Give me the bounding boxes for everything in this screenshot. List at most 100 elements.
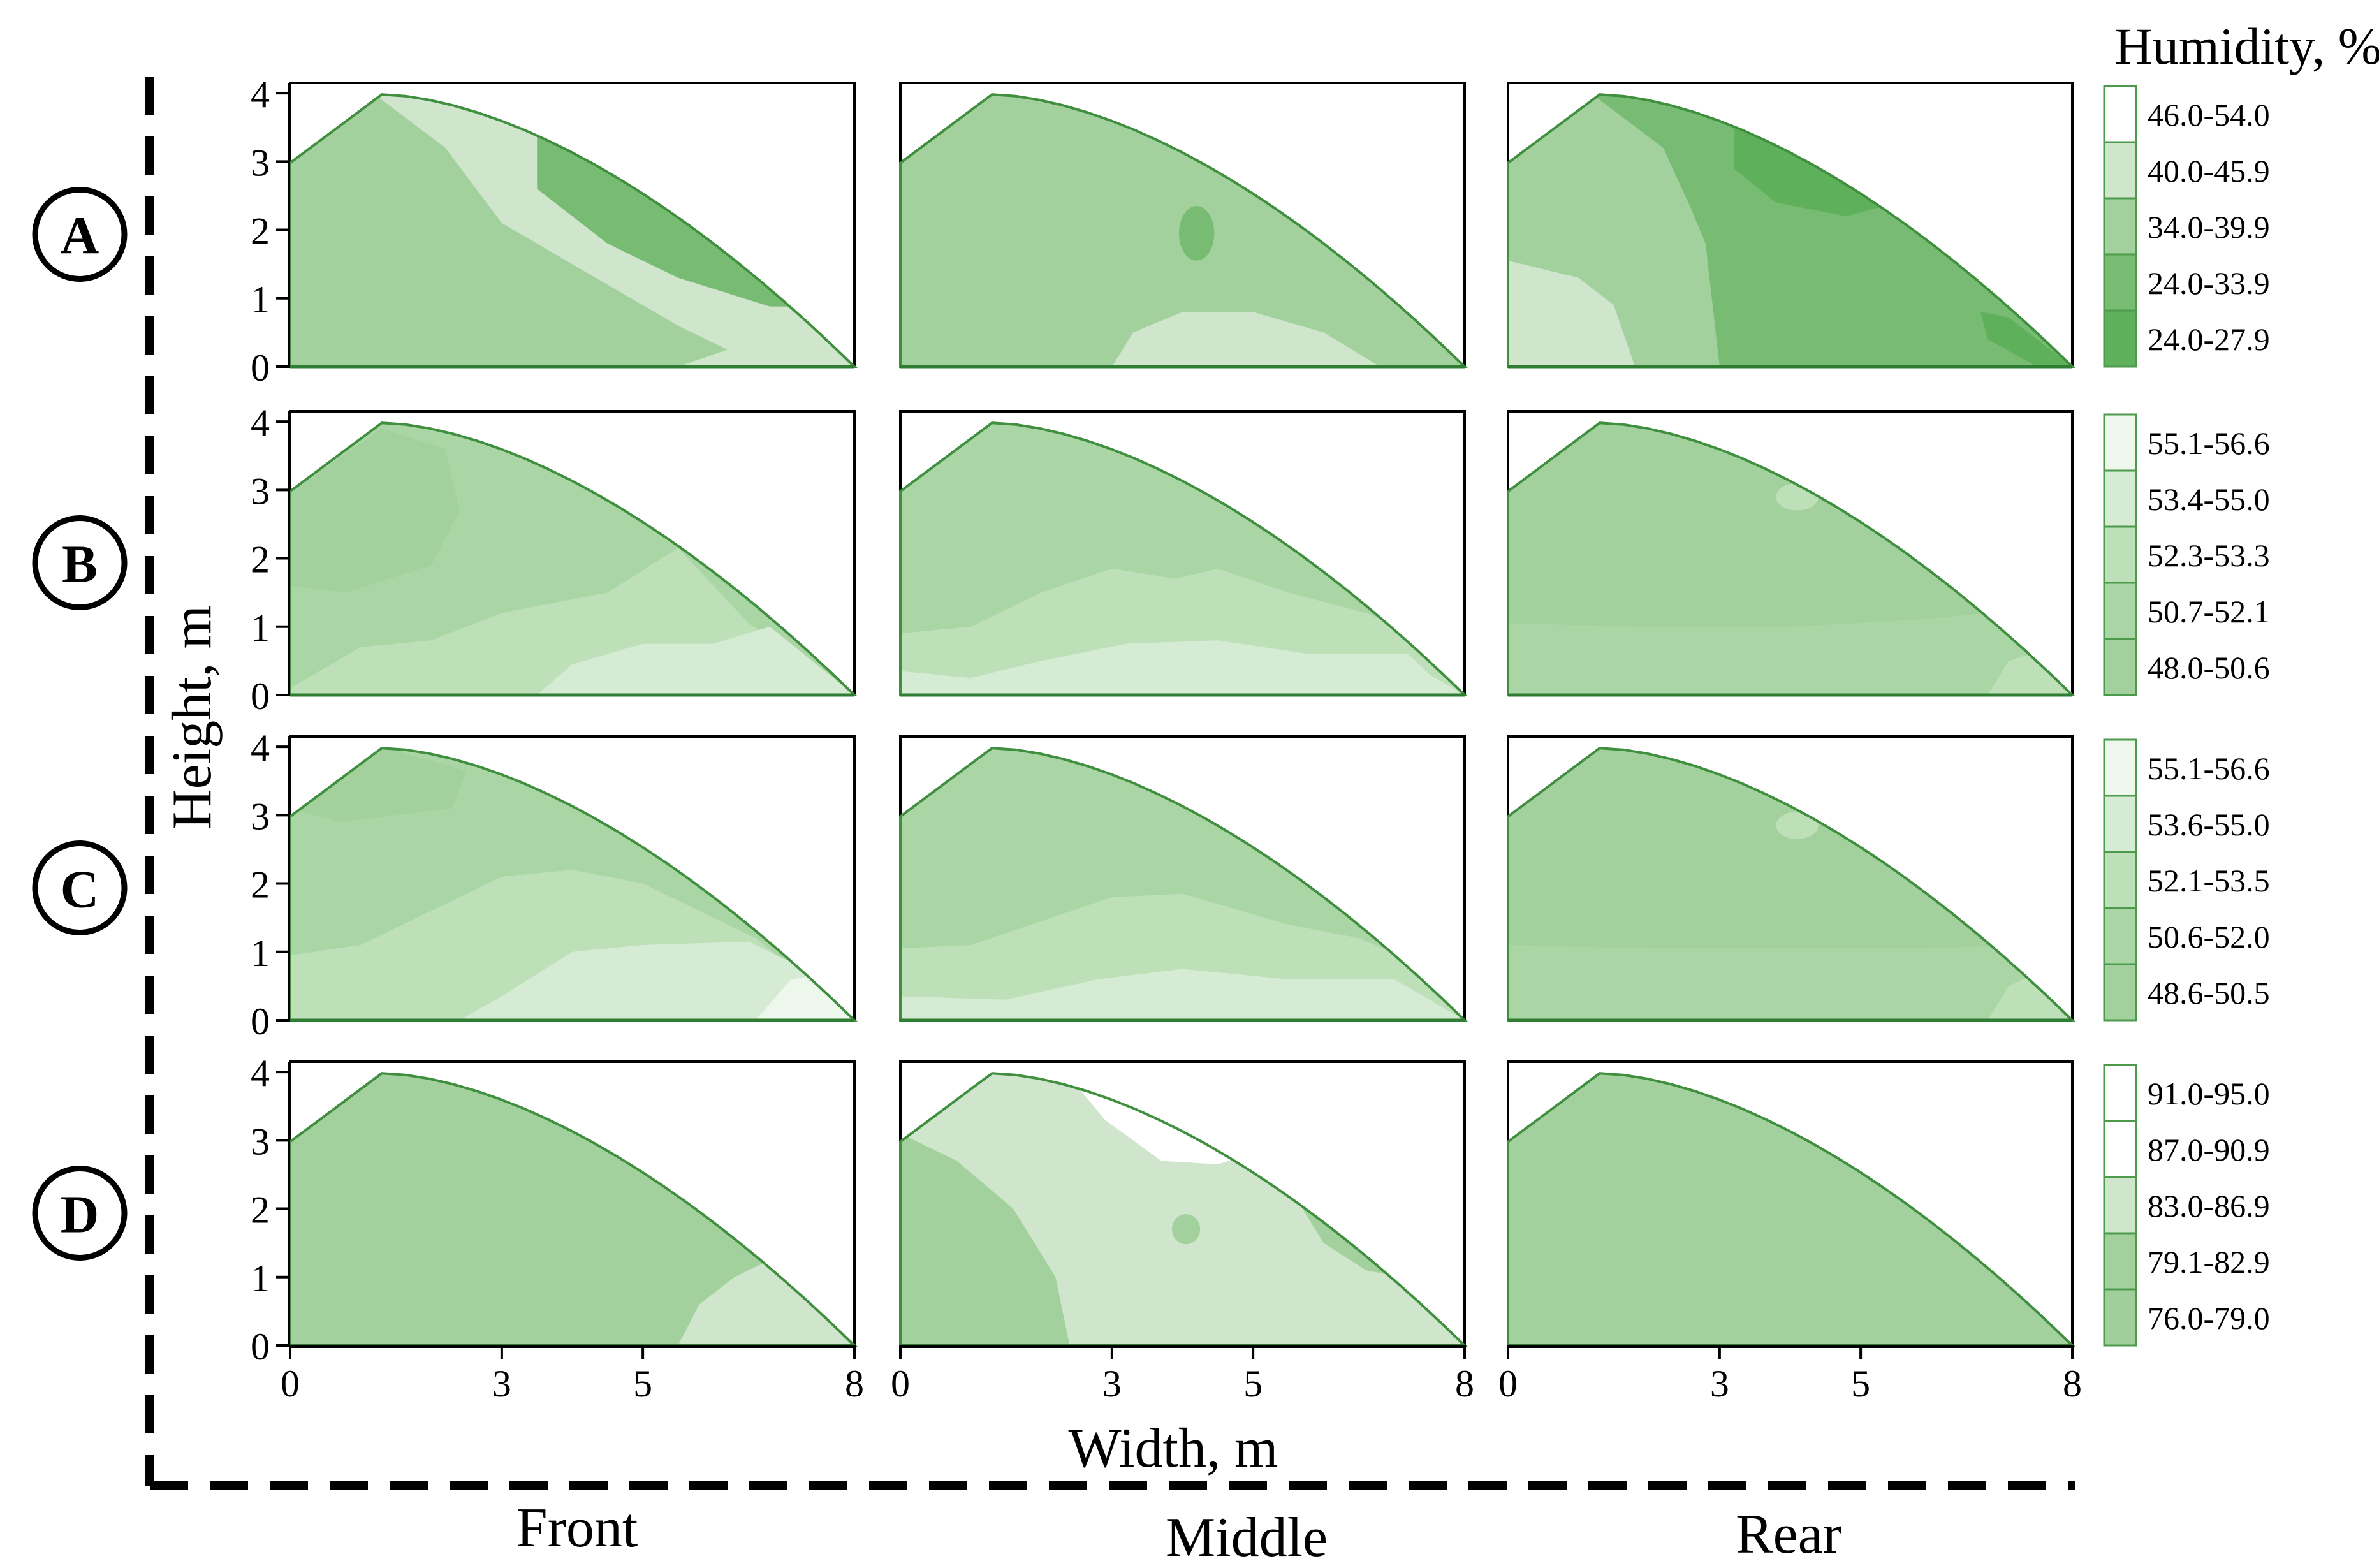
row-label: A — [61, 207, 99, 266]
y-tick-label: 0 — [251, 1000, 270, 1043]
y-tick-label: 1 — [251, 607, 270, 649]
contour-region — [756, 976, 854, 1020]
legend-label: 91.0-95.0 — [2148, 1076, 2270, 1111]
contour-regions — [290, 423, 854, 695]
contour-region — [1171, 1214, 1201, 1245]
y-tick-label: 3 — [251, 795, 270, 837]
contour-regions — [1508, 423, 2072, 695]
row-label: C — [61, 860, 99, 920]
legend-swatch — [2103, 141, 2137, 200]
y-tick-label: 1 — [251, 1257, 270, 1300]
contour-base — [290, 1073, 854, 1345]
legend-label: 24.0-27.9 — [2148, 321, 2270, 357]
contour-regions — [290, 748, 854, 1020]
contour-regions — [900, 748, 1465, 1020]
section-outline — [1507, 421, 2075, 696]
x-tick-label: 3 — [1102, 1363, 1122, 1405]
column-label-middle: Middle — [1166, 1507, 1328, 1568]
legend-swatch — [2103, 253, 2137, 312]
column-label-front: Front — [516, 1497, 638, 1559]
panel-C-front — [289, 735, 858, 1022]
x-tick-label: 8 — [2063, 1363, 2082, 1405]
legend-swatch — [2103, 85, 2137, 143]
y-tick-label: 0 — [251, 675, 270, 717]
y-tick-label: 3 — [251, 470, 270, 512]
section-outline — [289, 421, 858, 696]
x-tick-label: 8 — [1455, 1363, 1474, 1405]
contour-region — [1508, 945, 2072, 1020]
row-label-circle — [32, 840, 128, 935]
legend-label: 83.0-86.9 — [2148, 1188, 2270, 1224]
legend-swatch — [2103, 309, 2137, 368]
legend-swatch — [2103, 1064, 2137, 1122]
y-tick-label: 0 — [251, 1326, 270, 1368]
section-outline — [899, 1072, 1468, 1347]
contour-region — [537, 626, 854, 695]
legend-swatch — [2103, 197, 2137, 256]
frame-layer — [145, 77, 2075, 1490]
row-label-circle — [32, 1166, 128, 1261]
panel-A-rear — [1507, 82, 2075, 369]
panel-D-rear — [1507, 1060, 2075, 1347]
legend-swatch — [2103, 907, 2137, 965]
legend-swatch — [2103, 1232, 2137, 1291]
legend-title: Humidity, % — [2115, 17, 2379, 75]
y-tick-label: 0 — [251, 347, 270, 389]
contour-region — [1776, 811, 1819, 839]
contour-region — [290, 428, 460, 593]
y-tick-label: 1 — [251, 932, 270, 974]
panels-layer — [289, 82, 2075, 1347]
legend-swatch — [2103, 795, 2137, 853]
x-tick-label: 0 — [281, 1363, 300, 1405]
contour-region — [290, 748, 467, 822]
contour-region — [459, 941, 854, 1020]
panel-D-middle — [899, 1060, 1468, 1347]
contour-regions — [290, 94, 854, 367]
x-tick-label: 5 — [1243, 1363, 1263, 1405]
contour-region — [1111, 312, 1380, 367]
y-tick-label: 3 — [251, 142, 270, 184]
panel-A-middle — [899, 82, 1468, 369]
legend-label: 55.1-56.6 — [2148, 751, 2270, 786]
contour-regions — [1508, 748, 2072, 1020]
legend-label: 50.7-52.1 — [2148, 594, 2270, 629]
panel-A-front — [289, 82, 858, 369]
contour-base — [1508, 1073, 2072, 1345]
contour-region — [900, 1133, 1070, 1345]
legend-layer: 46.0-54.0 40.0-45.9 34.0-39.9 24.0-33.9 24.0… — [2103, 85, 2270, 1347]
section-outline — [899, 93, 1468, 368]
legend-swatch — [2103, 963, 2137, 1022]
x-tick-label: 3 — [492, 1363, 511, 1405]
y-tick-label: 4 — [251, 727, 270, 769]
legend-row-D: 91.0-95.0 87.0-90.9 83.0-86.9 79.1-82.9 76.0… — [2103, 1064, 2270, 1347]
contour-region — [1508, 613, 2072, 695]
contour-regions — [290, 1073, 854, 1345]
labels-layer: Humidity, % Height, m Width, m Front Mid… — [161, 17, 2379, 1568]
x-axis-label: Width, m — [1069, 1418, 1278, 1479]
section-outline — [1507, 1072, 2075, 1347]
panel-B-front — [289, 410, 858, 697]
contour-regions — [900, 94, 1465, 367]
y-tick-label: 3 — [251, 1120, 270, 1162]
contour-region — [537, 134, 798, 307]
row-label-circle — [32, 515, 128, 610]
contour-regions — [1508, 94, 2072, 367]
x-tick-label: 0 — [891, 1363, 910, 1405]
legend-swatch — [2103, 525, 2137, 584]
row-label-circle — [32, 187, 128, 282]
legend-label: 79.1-82.9 — [2148, 1244, 2270, 1280]
section-outline — [289, 1072, 858, 1347]
x-tick-label: 5 — [1851, 1363, 1870, 1405]
legend-label: 50.6-52.0 — [2148, 919, 2270, 955]
contour-region — [678, 1260, 854, 1345]
contour-region — [900, 640, 1465, 695]
legend-swatch — [2103, 469, 2137, 528]
legend-label: 46.0-54.0 — [2148, 97, 2270, 133]
panel-C-middle — [899, 735, 1468, 1022]
contour-region — [290, 94, 728, 367]
legend-label: 53.6-55.0 — [2148, 807, 2270, 842]
legend-row-B: 55.1-56.6 53.4-55.0 52.3-53.3 50.7-52.1 48.0… — [2103, 413, 2270, 696]
legend-label: 48.6-50.5 — [2148, 975, 2270, 1011]
y-tick-label: 2 — [251, 539, 270, 581]
